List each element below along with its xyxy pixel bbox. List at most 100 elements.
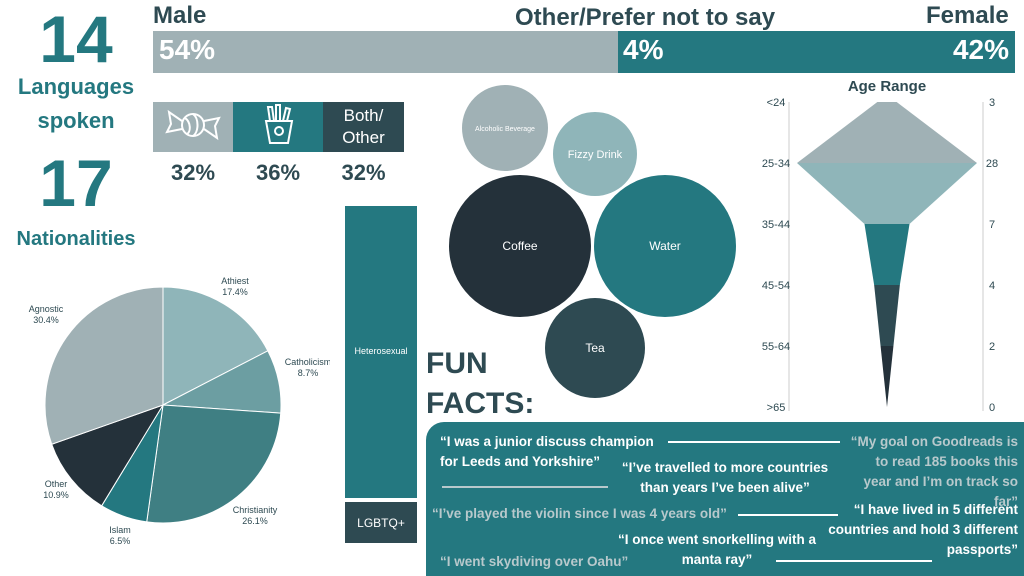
- fun-facts-title-1: FUN: [426, 347, 488, 380]
- bubble-water: [594, 175, 736, 317]
- pie-label-islam: Islam: [109, 525, 131, 535]
- age-category-label: 45-54: [762, 280, 790, 292]
- age-segment-3: [864, 224, 910, 285]
- sweets-percent: 32%: [170, 160, 216, 185]
- fun-fact-7: “I went skydiving over Oahu”: [440, 554, 629, 569]
- male-label: Male: [153, 2, 207, 29]
- age-category-label: <24: [767, 97, 786, 109]
- nationalities-label: Nationalities: [16, 228, 136, 250]
- age-range-chart: Age Range <24 3 25-34 28 35-44 7 45-54 4 55-64 2 >6…: [762, 78, 998, 414]
- age-category-label: >65: [767, 402, 786, 414]
- bubble-fizzy-label: Fizzy Drink: [568, 149, 623, 161]
- connector-line: [668, 441, 840, 443]
- chips-box: [233, 102, 323, 152]
- age-value-label: 3: [989, 97, 995, 109]
- fun-fact-5-line: countries and hold 3 different: [828, 522, 1018, 537]
- age-range-title: Age Range: [848, 78, 926, 95]
- age-category-label: 55-64: [762, 341, 790, 353]
- nationalities-count: 17: [39, 146, 113, 220]
- fun-fact-5-line: passports”: [946, 542, 1018, 557]
- bubble-alcoholic-label: Alcoholic Beverage: [475, 126, 535, 133]
- fun-fact-3: “I’ve travelled to more countries than y…: [616, 458, 834, 498]
- age-value-label: 28: [986, 158, 998, 170]
- fun-fact-5-line: “I have lived in 5 different: [853, 502, 1018, 517]
- age-segment-4: [874, 285, 900, 346]
- both-percent: 32%: [341, 160, 386, 185]
- pie-slice-other: [51, 404, 165, 507]
- male-segment: [153, 31, 618, 73]
- pie-label-other: Other: [45, 479, 68, 489]
- fun-fact-2-line: to read 185 books this: [875, 454, 1018, 469]
- fun-fact-4: “I’ve played the violin since I was 4 ye…: [432, 506, 727, 521]
- heterosexual-label: Heterosexual: [354, 346, 408, 356]
- languages-label: Languages: [17, 74, 135, 99]
- fun-fact-2-line: “My goal on Goodreads is: [850, 434, 1018, 449]
- fun-fact-6: “I once went snorkelling with a manta ra…: [610, 530, 824, 570]
- other-label: Other/Prefer not to say: [515, 4, 776, 31]
- bubble-coffee: [449, 175, 591, 317]
- age-segment-2: [797, 163, 977, 224]
- sweets-icon: [163, 104, 223, 151]
- female-label: Female: [926, 2, 1009, 29]
- lgbtq-label: LGBTQ+: [357, 515, 405, 530]
- age-value-label: 0: [989, 402, 995, 414]
- bubble-water-label: Water: [649, 239, 681, 253]
- pie-slice-agnostic: [44, 286, 164, 445]
- bubble-coffee-label: Coffee: [502, 239, 537, 253]
- chips-icon: [256, 103, 300, 152]
- fun-fact-6-line: “I once went snorkelling with a: [617, 532, 817, 547]
- pie-value-other: 10.9%: [43, 490, 69, 500]
- pie-value-agnostic: 30.4%: [33, 315, 59, 325]
- pie-label-christianity: Christianity: [233, 505, 278, 515]
- female-value: 42%: [952, 34, 1009, 65]
- fun-fact-1: “I was a junior discuss champion for Lee…: [440, 432, 654, 472]
- other-label-snack: Other: [342, 128, 385, 147]
- bubble-tea: [545, 298, 645, 398]
- fun-fact-1-line: for Leeds and Yorkshire”: [440, 454, 601, 469]
- connector-line: [776, 560, 932, 562]
- age-category-label: 35-44: [762, 219, 790, 231]
- bubble-tea-label: Tea: [585, 341, 605, 355]
- fun-facts-title-2: FACTS:: [426, 387, 535, 420]
- fun-fact-3-line: than years I’ve been alive”: [640, 480, 810, 495]
- age-value-label: 7: [989, 219, 995, 231]
- pie-value-athiest: 17.4%: [222, 287, 248, 297]
- fun-fact-2: “My goal on Goodreads is to read 185 boo…: [846, 432, 1018, 512]
- age-value-label: 2: [989, 341, 995, 353]
- fun-fact-5: “I have lived in 5 different countries a…: [814, 500, 1018, 560]
- pie-value-islam: 6.5%: [110, 536, 131, 546]
- male-value: 54%: [159, 34, 216, 65]
- bubble-fizzy-drink: [553, 112, 637, 196]
- fun-facts-panel: “I was a junior discuss champion for Lee…: [426, 422, 1024, 576]
- connector-line: [738, 514, 838, 516]
- pie-value-catholicism: 8.7%: [298, 368, 319, 378]
- fun-fact-2-line: year and I’m on track so far”: [863, 474, 1018, 509]
- age-segment-5: [880, 346, 894, 407]
- fun-facts-title: FUN FACTS:: [426, 344, 534, 424]
- fun-fact-1-line: “I was a junior discuss champion: [440, 434, 654, 449]
- pie-label-athiest: Athiest: [221, 276, 249, 286]
- languages-label-2: spoken: [37, 108, 115, 133]
- pie-label-agnostic: Agnostic: [29, 304, 64, 314]
- age-segment-1: [797, 102, 977, 163]
- female-segment: [618, 31, 1015, 73]
- heterosexual-bar: Heterosexual: [345, 206, 417, 498]
- chips-percent: 36%: [255, 160, 301, 185]
- both-label: Both/: [343, 106, 384, 125]
- connector-line: [442, 486, 608, 488]
- lgbtq-bar: LGBTQ+: [345, 502, 417, 543]
- both-box: Both/ Other: [323, 102, 404, 152]
- bubble-alcoholic-beverage: [462, 85, 548, 171]
- pie-slice-christianity: [146, 404, 282, 524]
- pie-slice-athiest: [162, 286, 269, 406]
- languages-count: 14: [39, 2, 113, 76]
- pie-label-catholicism: Catholicism: [285, 357, 330, 367]
- age-value-label: 4: [989, 280, 995, 292]
- gender-bar: 54% 4% 42%: [153, 31, 1015, 73]
- drinks-bubble-chart: Alcoholic Beverage Fizzy Drink Coffee Wa…: [449, 85, 736, 398]
- fun-fact-3-line: “I’ve travelled to more countries: [621, 460, 829, 475]
- age-category-label: 25-34: [762, 158, 790, 170]
- pie-value-christianity: 26.1%: [242, 516, 268, 526]
- sweets-box: [153, 102, 233, 152]
